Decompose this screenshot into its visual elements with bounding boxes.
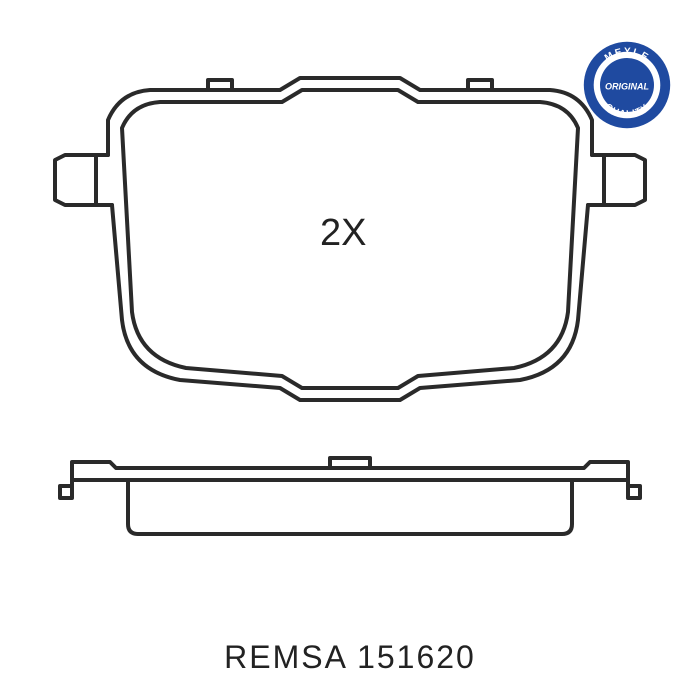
caption-brand: REMSA xyxy=(224,639,346,675)
quality-badge: MEYLE QUALITY ORIGINAL xyxy=(582,40,672,130)
brake-pad-side-view xyxy=(0,440,700,560)
caption-line: REMSA 151620 xyxy=(0,639,700,676)
drawing-canvas: MEYLE 2X xyxy=(0,0,700,700)
caption-part-number: 151620 xyxy=(357,639,476,675)
badge-center-text: ORIGINAL xyxy=(605,82,649,92)
quantity-label: 2X xyxy=(320,212,366,255)
